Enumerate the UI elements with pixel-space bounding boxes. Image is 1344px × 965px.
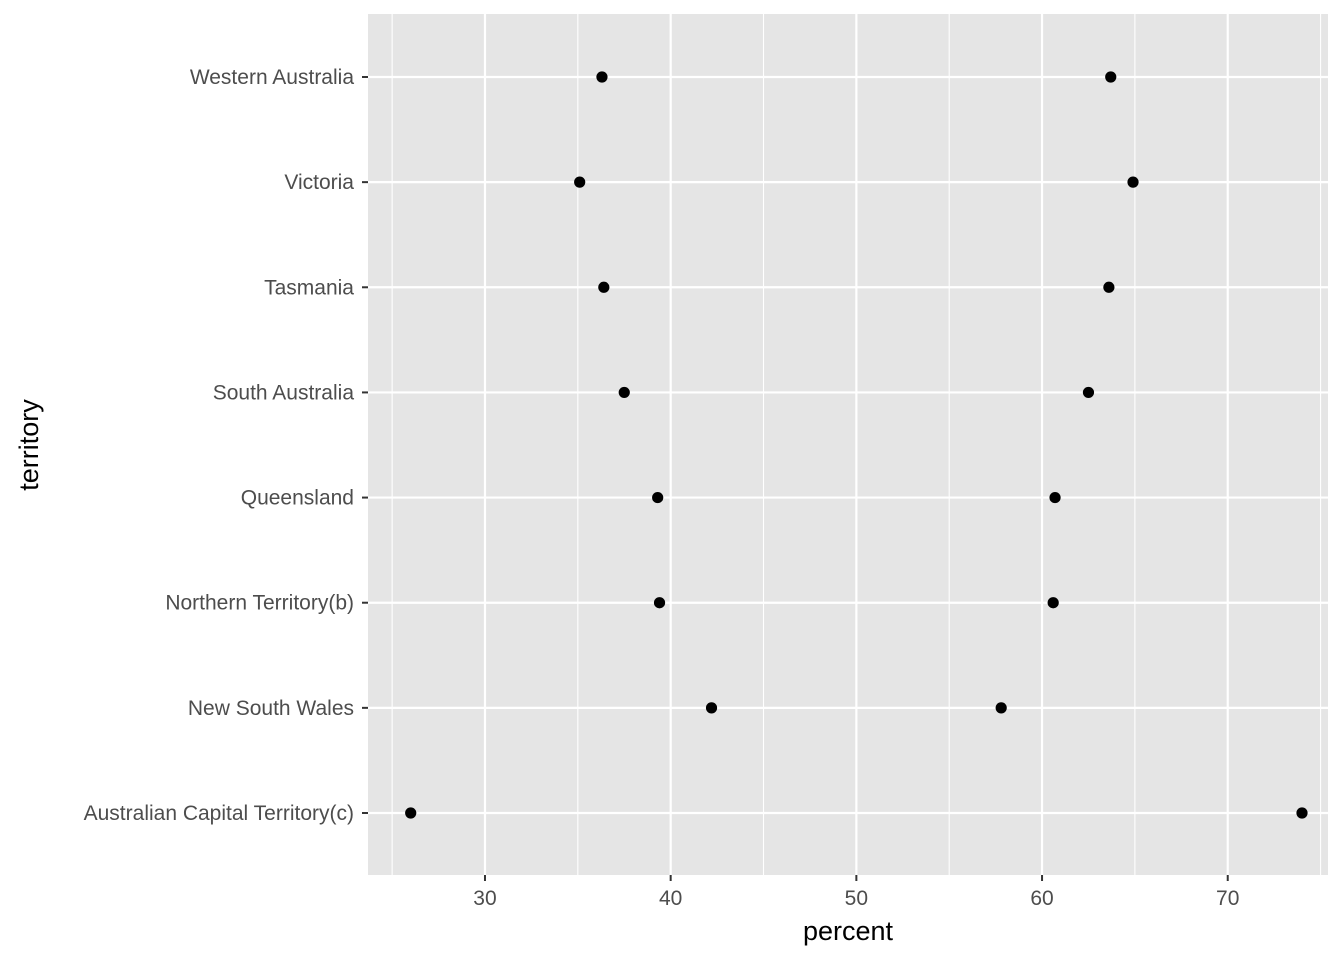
y-tick-label: Western Australia — [190, 66, 355, 89]
data-point — [1103, 281, 1115, 293]
data-point — [652, 491, 664, 504]
x-axis-ticks: 30 40 50 60 70 — [473, 875, 1239, 910]
data-point — [705, 702, 718, 714]
data-points — [405, 71, 1308, 819]
data-point — [995, 702, 1007, 714]
x-tick-label: 70 — [1216, 887, 1239, 910]
data-point — [653, 597, 666, 609]
data-point — [405, 807, 417, 819]
x-tick-label: 60 — [1030, 887, 1053, 910]
y-axis-title: territory — [14, 399, 44, 491]
y-tick-label: Tasmania — [264, 276, 354, 299]
panel-background — [368, 14, 1328, 875]
y-tick-label: South Australia — [213, 381, 355, 404]
y-tick-label: Australian Capital Territory(c) — [84, 802, 354, 825]
data-point — [1105, 71, 1117, 83]
data-point — [574, 176, 586, 188]
y-tick-label: Northern Territory(b) — [165, 592, 354, 615]
major-gridlines — [368, 14, 1328, 875]
y-axis-ticks: Australian Capital Territory(c) New South… — [84, 66, 368, 825]
x-tick-label: 30 — [473, 887, 496, 910]
minor-gridlines — [391, 14, 1322, 875]
x-axis-title: percent — [803, 916, 894, 946]
data-point — [1049, 491, 1061, 504]
data-point — [1047, 597, 1059, 609]
data-point — [598, 281, 610, 293]
data-point — [1296, 807, 1308, 819]
data-point — [1127, 176, 1139, 188]
y-tick-label: Victoria — [284, 171, 354, 194]
data-point — [596, 71, 608, 83]
y-tick-label: New South Wales — [188, 697, 354, 720]
x-tick-label: 50 — [845, 887, 868, 910]
y-tick-label: Queensland — [241, 487, 354, 510]
data-point — [1082, 386, 1095, 399]
data-point — [618, 386, 630, 399]
x-tick-label: 40 — [659, 887, 682, 910]
